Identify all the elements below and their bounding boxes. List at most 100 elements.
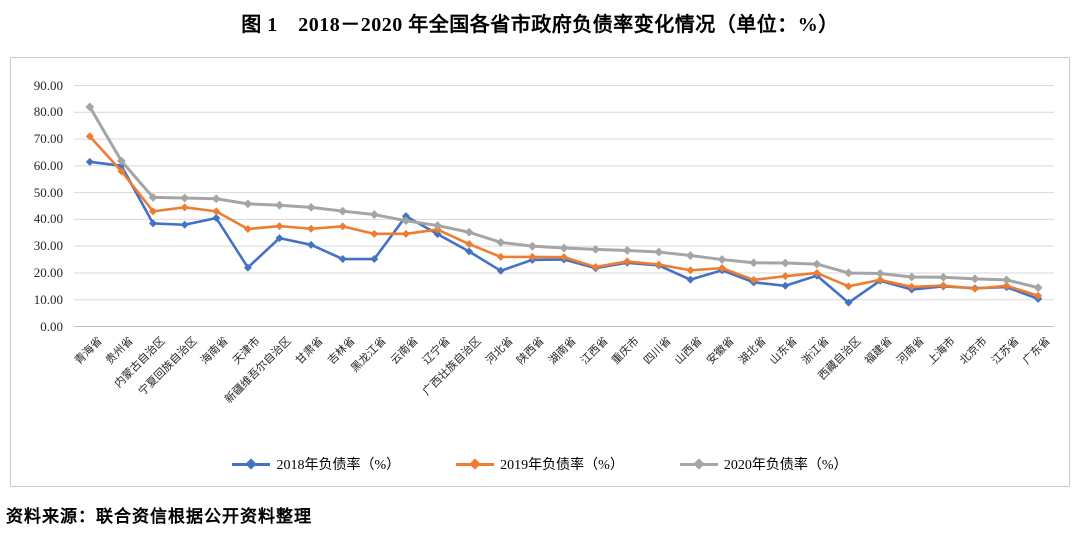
data-point-diamond-icon [117,167,126,176]
data-point-diamond-icon [148,193,158,202]
page-title: 图 1 2018－2020 年全国各省市政府负债率变化情况（单位：%） [241,14,839,36]
data-point-diamond-icon [812,259,822,269]
data-point-diamond-icon [212,214,221,223]
data-point-diamond-icon [180,203,189,212]
data-point-diamond-icon [243,263,252,272]
data-point-diamond-icon [496,238,506,247]
source-note: 资料来源：联合资信根据公开资料整理 [6,507,312,526]
data-point-diamond-icon [149,207,158,216]
data-point-diamond-icon [401,229,410,238]
y-axis-tick-label: 70.00 [33,131,63,147]
data-point-diamond-icon [686,251,695,260]
data-point-diamond-icon [718,264,727,273]
data-point-diamond-icon [496,252,505,261]
data-point-diamond-icon [465,240,474,249]
legend-2020-line-diamond-icon [679,457,718,470]
data-point-diamond-icon [338,206,348,216]
data-point-diamond-icon [781,272,790,281]
data-point-diamond-icon [844,268,853,278]
data-point-diamond-icon [306,202,316,212]
data-point-diamond-icon [370,255,379,264]
data-point-diamond-icon [812,268,821,277]
data-point-diamond-icon [654,260,663,269]
data-point-diamond-icon [275,234,284,243]
data-point-diamond-icon [1034,291,1043,300]
data-point-diamond-icon [622,246,632,255]
data-point-diamond-icon [749,258,759,268]
y-axis-tick-label: 10.00 [33,291,63,307]
data-point-diamond-icon [338,255,347,264]
data-point-diamond-icon [1002,275,1011,285]
data-point-diamond-icon [307,224,316,233]
legend-label-2018: 2018年负债率（%） [276,458,401,473]
data-point-diamond-icon [528,252,537,261]
y-axis-tick-label: 30.00 [33,238,63,254]
data-point-diamond-icon [338,222,347,231]
data-point-diamond-icon [717,255,727,264]
legend-item-2020: 2020年负债率（%） [679,454,848,474]
data-point-diamond-icon [275,200,284,210]
series-line-2018 [89,160,1039,304]
chart-frame: 0.00 10.00 20.00 30.00 40.00 50.00 60.00 70.00 8… [10,57,1070,487]
data-point-diamond-icon [1002,281,1011,290]
legend-2019-line-diamond-icon [456,457,495,470]
data-point-diamond-icon [970,284,979,293]
data-point-diamond-icon [243,199,253,209]
data-point-diamond-icon [370,229,379,238]
data-point-diamond-icon [85,132,94,141]
data-point-diamond-icon [559,243,569,253]
y-axis-tick-label: 90.00 [33,77,63,93]
y-axis-tick-label: 80.00 [33,104,63,120]
legend-label-2019: 2019年负债率（%） [500,458,624,473]
y-axis-tick-label: 20.00 [33,264,63,280]
data-point-diamond-icon [211,194,221,204]
data-point-diamond-icon [780,258,790,268]
data-point-diamond-icon [749,275,758,284]
data-point-diamond-icon [654,247,664,257]
data-point-diamond-icon [781,281,790,290]
data-point-diamond-icon [180,220,189,229]
data-point-diamond-icon [907,282,916,291]
data-point-diamond-icon [938,272,948,282]
data-point-diamond-icon [149,219,158,228]
data-point-diamond-icon [1033,283,1043,293]
legend-item-2018: 2018年负债率（%） [232,454,400,474]
data-point-diamond-icon [560,253,568,262]
data-point-diamond-icon [844,298,853,307]
y-axis-tick-label: 60.00 [33,157,63,173]
debt-ratio-line-chart [74,85,1054,327]
data-point-diamond-icon [496,266,505,275]
data-point-diamond-icon [401,216,411,226]
data-point-diamond-icon [180,193,190,203]
data-point-diamond-icon [85,157,94,166]
data-point-diamond-icon [527,241,537,251]
data-point-diamond-icon [939,281,948,290]
data-point-diamond-icon [686,266,695,275]
data-point-diamond-icon [275,222,284,231]
data-point-diamond-icon [117,156,126,166]
data-point-diamond-icon [591,263,600,272]
data-point-diamond-icon [875,269,885,278]
legend: 2018年负债率（%） 2019年负债率（%） 2020年负债率（%） [11,453,1069,475]
legend-label-2020: 2020年负债率（%） [723,458,848,473]
data-point-diamond-icon [844,282,853,291]
data-point-diamond-icon [307,240,316,249]
data-point-diamond-icon [401,212,410,221]
data-point-diamond-icon [876,275,885,284]
data-point-diamond-icon [686,275,695,284]
y-axis-tick-label: 50.00 [33,184,63,200]
data-point-diamond-icon [623,257,632,266]
data-point-diamond-icon [591,244,601,254]
y-axis-tick-label: 0.00 [40,318,63,334]
data-point-diamond-icon [907,272,917,282]
data-point-diamond-icon [433,230,442,239]
legend-item-2019: 2019年负债率（%） [456,454,624,474]
data-point-diamond-icon [464,227,474,237]
data-point-diamond-icon [433,221,442,230]
y-axis-tick-label: 40.00 [33,211,63,227]
data-point-diamond-icon [970,274,980,284]
series-line-2019 [88,135,1039,297]
data-point-diamond-icon [369,210,379,219]
data-point-diamond-icon [243,225,252,234]
data-point-diamond-icon [212,207,221,216]
